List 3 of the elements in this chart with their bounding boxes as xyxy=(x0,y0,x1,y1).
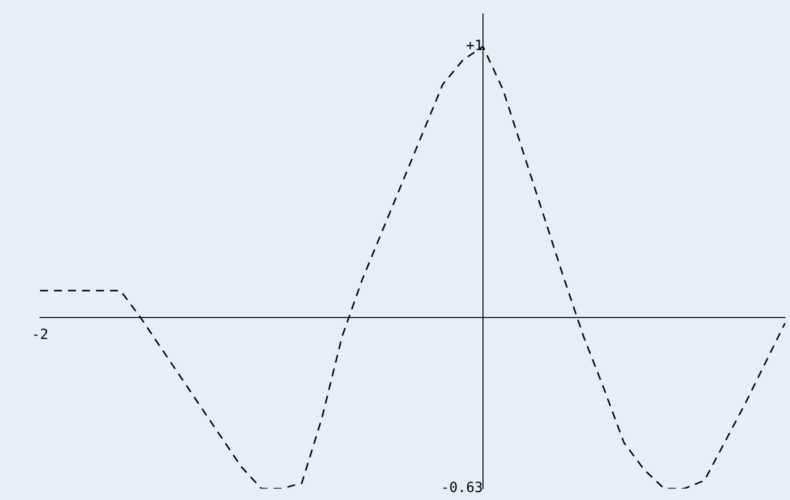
y-tick-label: +1 xyxy=(466,38,483,54)
x-tick-label: -2 xyxy=(32,326,48,343)
y-tick-label: -0.63 xyxy=(440,480,483,496)
